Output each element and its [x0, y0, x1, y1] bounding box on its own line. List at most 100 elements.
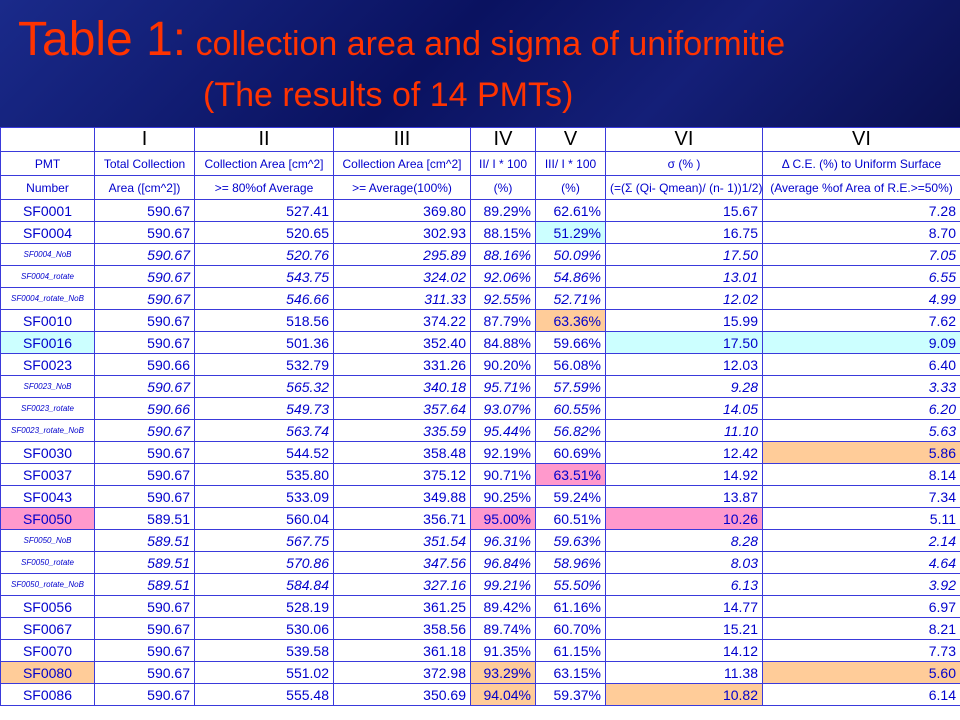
data-cell: 9.28	[605, 375, 763, 398]
data-cell: 3.33	[762, 375, 960, 398]
data-cell: 14.05	[605, 397, 763, 420]
table-row: SF0023_rotate 590.66 549.73 357.64 93.07% 60.…	[0, 397, 960, 420]
spreadsheet: I II III IV V VI VI PMT Total Collection…	[0, 127, 960, 720]
table-row: SF0023_rotate_NoB 590.67 563.74 335.59 95.44…	[0, 419, 960, 442]
data-cell: 349.88	[333, 485, 471, 508]
data-cell: 89.42%	[470, 595, 536, 618]
data-cell: 59.63%	[535, 529, 606, 552]
data-cell: 590.67	[94, 243, 195, 266]
data-cell: 7.34	[762, 485, 960, 508]
data-cell: 6.40	[762, 353, 960, 376]
data-cell: 584.84	[194, 573, 334, 596]
data-cell: 92.55%	[470, 287, 536, 310]
roman-cell: IV	[470, 127, 536, 152]
data-cell: 6.20	[762, 397, 960, 420]
data-cell: 8.03	[605, 551, 763, 574]
data-cell: 518.56	[194, 309, 334, 332]
table-row: SF0086 590.67 555.48 350.69 94.04% 59.37% 10.8…	[0, 683, 960, 706]
data-cell: 59.24%	[535, 485, 606, 508]
table-row: SF0023 590.66 532.79 331.26 90.20% 56.08% 12.0…	[0, 353, 960, 376]
data-cell: 5.11	[762, 507, 960, 530]
data-cell: 8.14	[762, 463, 960, 486]
data-cell: 530.06	[194, 617, 334, 640]
table-row: SF0016 590.67 501.36 352.40 84.88% 59.66% 17.5…	[0, 331, 960, 354]
data-cell: 84.88%	[470, 331, 536, 354]
data-cell: 7.05	[762, 243, 960, 266]
header-row-1: PMT Total Collection Collection Area [cm…	[0, 151, 960, 176]
pmt-cell: SF0023_rotate_NoB	[0, 419, 95, 442]
data-cell: 95.44%	[470, 419, 536, 442]
data-cell: 555.48	[194, 683, 334, 706]
data-cell: 357.64	[333, 397, 471, 420]
data-cell: 302.93	[333, 221, 471, 244]
table-row: SF0010 590.67 518.56 374.22 87.79% 63.36% 15.9…	[0, 309, 960, 332]
slide-title: Table 1: collection area and sigma of un…	[18, 12, 785, 67]
column-header: Collection Area [cm^2]	[333, 151, 471, 176]
pmt-cell: SF0010	[0, 309, 95, 332]
data-cell: 563.74	[194, 419, 334, 442]
table-row: SF0067 590.67 530.06 358.56 89.74% 60.70% 15.2…	[0, 617, 960, 640]
data-cell: 63.51%	[535, 463, 606, 486]
data-cell: 590.67	[94, 683, 195, 706]
data-cell: 99.21%	[470, 573, 536, 596]
table-row: SF0004_rotate_NoB 590.67 546.66 311.33 92.55…	[0, 287, 960, 310]
table-row: SF0050_rotate 589.51 570.86 347.56 96.84% 58.…	[0, 551, 960, 574]
data-cell: 11.38	[605, 661, 763, 684]
data-cell: 6.55	[762, 265, 960, 288]
data-cell: 8.28	[605, 529, 763, 552]
data-cell: 4.99	[762, 287, 960, 310]
pmt-cell: SF0050_NoB	[0, 529, 95, 552]
data-cell: 62.61%	[535, 199, 606, 222]
data-cell: 543.75	[194, 265, 334, 288]
data-cell: 90.25%	[470, 485, 536, 508]
pmt-cell: SF0004_NoB	[0, 243, 95, 266]
table-row: SF0001 590.67 527.41 369.80 89.29% 62.61% 15.6…	[0, 199, 960, 222]
data-cell: 14.77	[605, 595, 763, 618]
data-cell: 13.01	[605, 265, 763, 288]
data-cell: 57.59%	[535, 375, 606, 398]
data-cell: 565.32	[194, 375, 334, 398]
data-cell: 10.26	[605, 507, 763, 530]
data-cell: 539.58	[194, 639, 334, 662]
data-cell: 63.36%	[535, 309, 606, 332]
data-cell: 520.76	[194, 243, 334, 266]
column-subheader: >= Average(100%)	[333, 175, 471, 200]
data-cell: 60.51%	[535, 507, 606, 530]
data-cell: 546.66	[194, 287, 334, 310]
pmt-cell: SF0056	[0, 595, 95, 618]
data-cell: 527.41	[194, 199, 334, 222]
table-row: SF0043 590.67 533.09 349.88 90.25% 59.24% 13.8…	[0, 485, 960, 508]
data-cell: 93.07%	[470, 397, 536, 420]
data-cell: 590.67	[94, 661, 195, 684]
data-cell: 59.66%	[535, 331, 606, 354]
table-row: SF0050 589.51 560.04 356.71 95.00% 60.51% 10.2…	[0, 507, 960, 530]
column-header: Collection Area [cm^2]	[194, 151, 334, 176]
data-cell: 369.80	[333, 199, 471, 222]
data-cell: 567.75	[194, 529, 334, 552]
column-subheader: (=(Σ (Qi- Qmean)/ (n- 1))1/2)	[605, 175, 763, 200]
data-cell: 87.79%	[470, 309, 536, 332]
data-cell: 501.36	[194, 331, 334, 354]
roman-cell: III	[333, 127, 471, 152]
data-cell: 92.06%	[470, 265, 536, 288]
slide-header-background	[0, 0, 960, 128]
data-cell: 52.71%	[535, 287, 606, 310]
data-cell: 92.19%	[470, 441, 536, 464]
data-cell: 327.16	[333, 573, 471, 596]
data-cell: 358.56	[333, 617, 471, 640]
data-cell: 89.74%	[470, 617, 536, 640]
table-row: SF0050_NoB 589.51 567.75 351.54 96.31% 59.63%…	[0, 529, 960, 552]
data-cell: 560.04	[194, 507, 334, 530]
data-cell: 17.50	[605, 331, 763, 354]
data-cell: 2.14	[762, 529, 960, 552]
column-subheader: >= 80%of Average	[194, 175, 334, 200]
data-cell: 590.67	[94, 221, 195, 244]
data-cell: 5.60	[762, 661, 960, 684]
data-cell: 54.86%	[535, 265, 606, 288]
roman-cell: II	[194, 127, 334, 152]
data-cell: 361.18	[333, 639, 471, 662]
data-cell: 533.09	[194, 485, 334, 508]
column-subheader: Number	[0, 175, 95, 200]
data-cell: 361.25	[333, 595, 471, 618]
data-cell: 7.73	[762, 639, 960, 662]
